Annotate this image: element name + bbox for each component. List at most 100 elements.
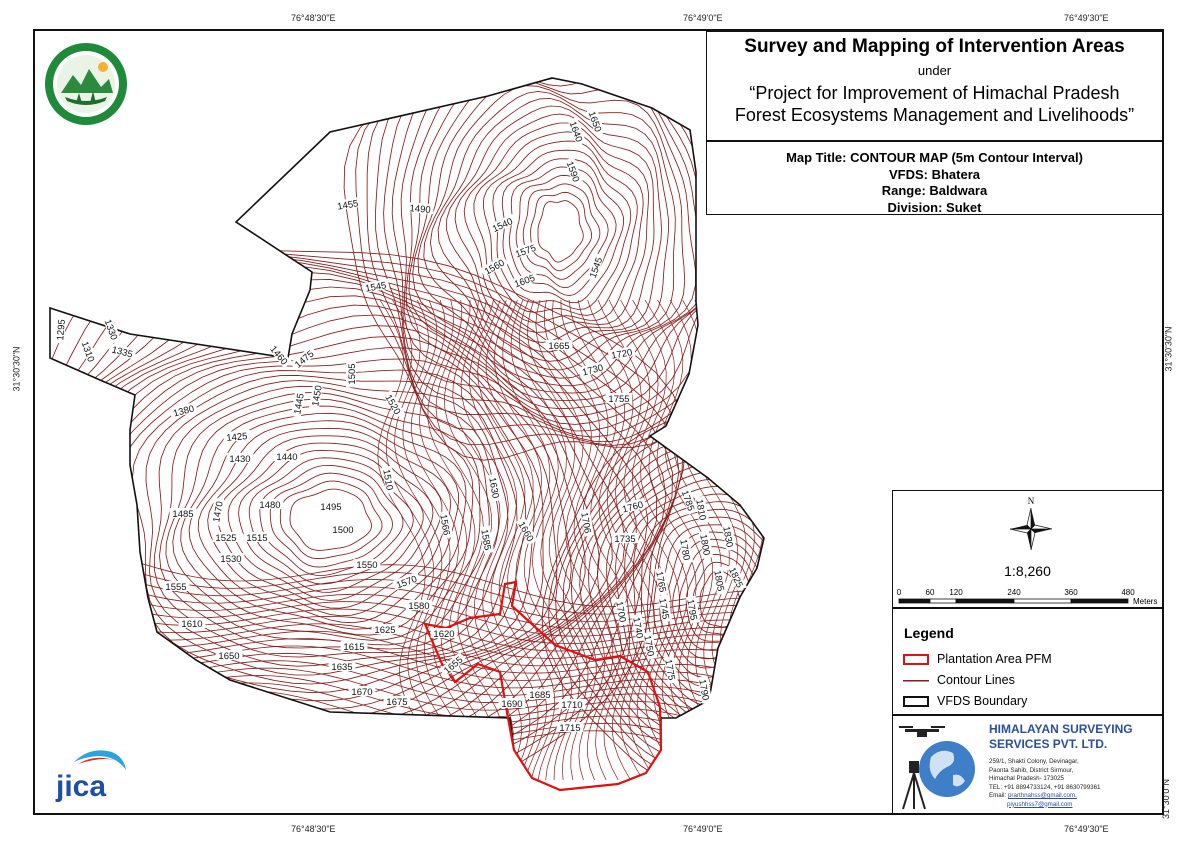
map-title-text: Map Title: CONTOUR MAP (5m Contour Inter… — [786, 150, 1083, 165]
title-panel: Survey and Mapping of Intervention Areas… — [706, 31, 1163, 141]
contour-line — [562, 429, 764, 775]
contour-label: 1615 — [343, 642, 364, 653]
contour-line — [477, 299, 547, 781]
contour-label-bg — [267, 341, 292, 369]
contour-label-bg — [381, 465, 397, 494]
contour-line — [632, 299, 704, 781]
contour-label-bg — [631, 613, 647, 642]
email-label: Email: — [989, 792, 1007, 799]
contour-label-bg — [162, 581, 190, 591]
coord-top-1: 76°48'30"E — [291, 13, 336, 23]
contour-label: 1430 — [229, 454, 250, 465]
contour-label: 1295 — [55, 319, 68, 341]
contour-line — [129, 682, 764, 744]
contour-label: 1825 — [726, 566, 745, 590]
contour-label-bg — [510, 270, 539, 290]
contour-label-bg — [439, 652, 467, 677]
contour-line — [410, 299, 481, 781]
contour-label-bg — [712, 566, 728, 595]
contour-line — [50, 286, 626, 745]
contour-line — [555, 418, 764, 780]
coord-bottom-3: 76°49'30"E — [1064, 824, 1109, 834]
contour-label: 1710 — [561, 700, 582, 711]
legend-label-plantation: Plantation Area PFM — [937, 652, 1052, 666]
vfds-text: VFDS: Bhatera — [888, 166, 981, 182]
scale-unit: Meters — [1133, 597, 1157, 606]
legend-item-vfds: VFDS Boundary — [903, 694, 1027, 708]
contour-line — [400, 78, 739, 418]
email-link-2[interactable]: piyushhss7@gmail.com — [1007, 800, 1073, 808]
contour-label-bg — [333, 196, 362, 212]
legend-label-vfds: VFDS Boundary — [937, 694, 1028, 708]
company-address: 259/1, Shakti Colony, Devinagar, Paonta … — [989, 758, 1100, 809]
contour-line — [129, 615, 764, 659]
contour-line — [429, 90, 676, 371]
contour-label: 1485 — [172, 509, 193, 520]
compass-star-icon — [1009, 507, 1053, 551]
contour-line — [560, 299, 630, 781]
contour-label-bg — [498, 698, 526, 708]
map-main-title: Survey and Mapping of Intervention Areas — [744, 36, 1125, 57]
scale-segment — [955, 598, 1015, 604]
contour-label-bg — [586, 107, 606, 136]
contour-line — [515, 174, 609, 289]
contour-label-bg — [545, 340, 573, 350]
contour-label-bg — [317, 501, 345, 511]
contour-label: 1515 — [246, 533, 267, 544]
contour-line — [408, 78, 719, 401]
contour-label: 1510 — [380, 469, 395, 492]
contour-label-bg — [209, 497, 225, 526]
contour-line — [544, 299, 614, 781]
contour-line — [473, 131, 644, 323]
contour-label-bg — [618, 497, 647, 515]
contour-line — [385, 299, 456, 781]
contour-label-bg — [243, 532, 271, 542]
contour-label-bg — [657, 594, 673, 623]
svg-text:jica: jica — [55, 770, 106, 802]
address-line1: 259/1, Shakti Colony, Devinagar, — [989, 758, 1079, 765]
email-link-1[interactable]: prarthnahss@gmail.com, — [1007, 792, 1077, 799]
contour-line — [446, 105, 662, 353]
contour-label-bg — [678, 535, 694, 564]
contour-line — [129, 601, 764, 645]
contour-line — [391, 78, 748, 425]
contour-label: 1490 — [409, 203, 431, 216]
contour-label-bg — [79, 337, 99, 366]
contour-line — [608, 299, 681, 781]
contour-line — [463, 122, 649, 333]
contour-label-bg — [346, 360, 356, 388]
contour-line — [129, 697, 764, 763]
contour-line — [423, 85, 686, 379]
contour-label-bg — [511, 240, 540, 260]
contour-label-bg — [169, 508, 197, 518]
contour-line — [289, 488, 373, 551]
contour-line — [153, 380, 509, 658]
contour-line — [394, 299, 464, 781]
contour-label: 1635 — [331, 662, 352, 673]
contour-label-bg — [479, 255, 509, 278]
contour-line — [570, 440, 764, 770]
contour-label-bg — [685, 595, 701, 624]
contour-line — [482, 140, 638, 316]
contour-label: 1380 — [172, 403, 195, 419]
contour-line — [460, 299, 531, 781]
contour-label-bg — [611, 533, 639, 543]
contour-label-bg — [273, 451, 301, 461]
contour-label-bg — [215, 650, 243, 660]
contour-label: 1780 — [677, 539, 692, 562]
contour-line — [259, 464, 404, 576]
contour-line — [129, 623, 764, 667]
contour-label-bg — [578, 360, 607, 378]
division-text: Division: Suket — [887, 199, 982, 215]
contour-label-bg — [328, 661, 356, 671]
contour-line — [129, 593, 764, 637]
contour-label: 1630 — [486, 477, 501, 500]
contour-line — [485, 299, 555, 781]
contour-label-bg — [487, 213, 517, 235]
contour-label-bg — [290, 389, 306, 418]
contour-line — [577, 299, 647, 781]
contour-line — [624, 486, 764, 725]
contour-line — [129, 667, 764, 725]
contour-label: 1685 — [529, 690, 550, 701]
contour-label: 1765 — [653, 571, 668, 594]
